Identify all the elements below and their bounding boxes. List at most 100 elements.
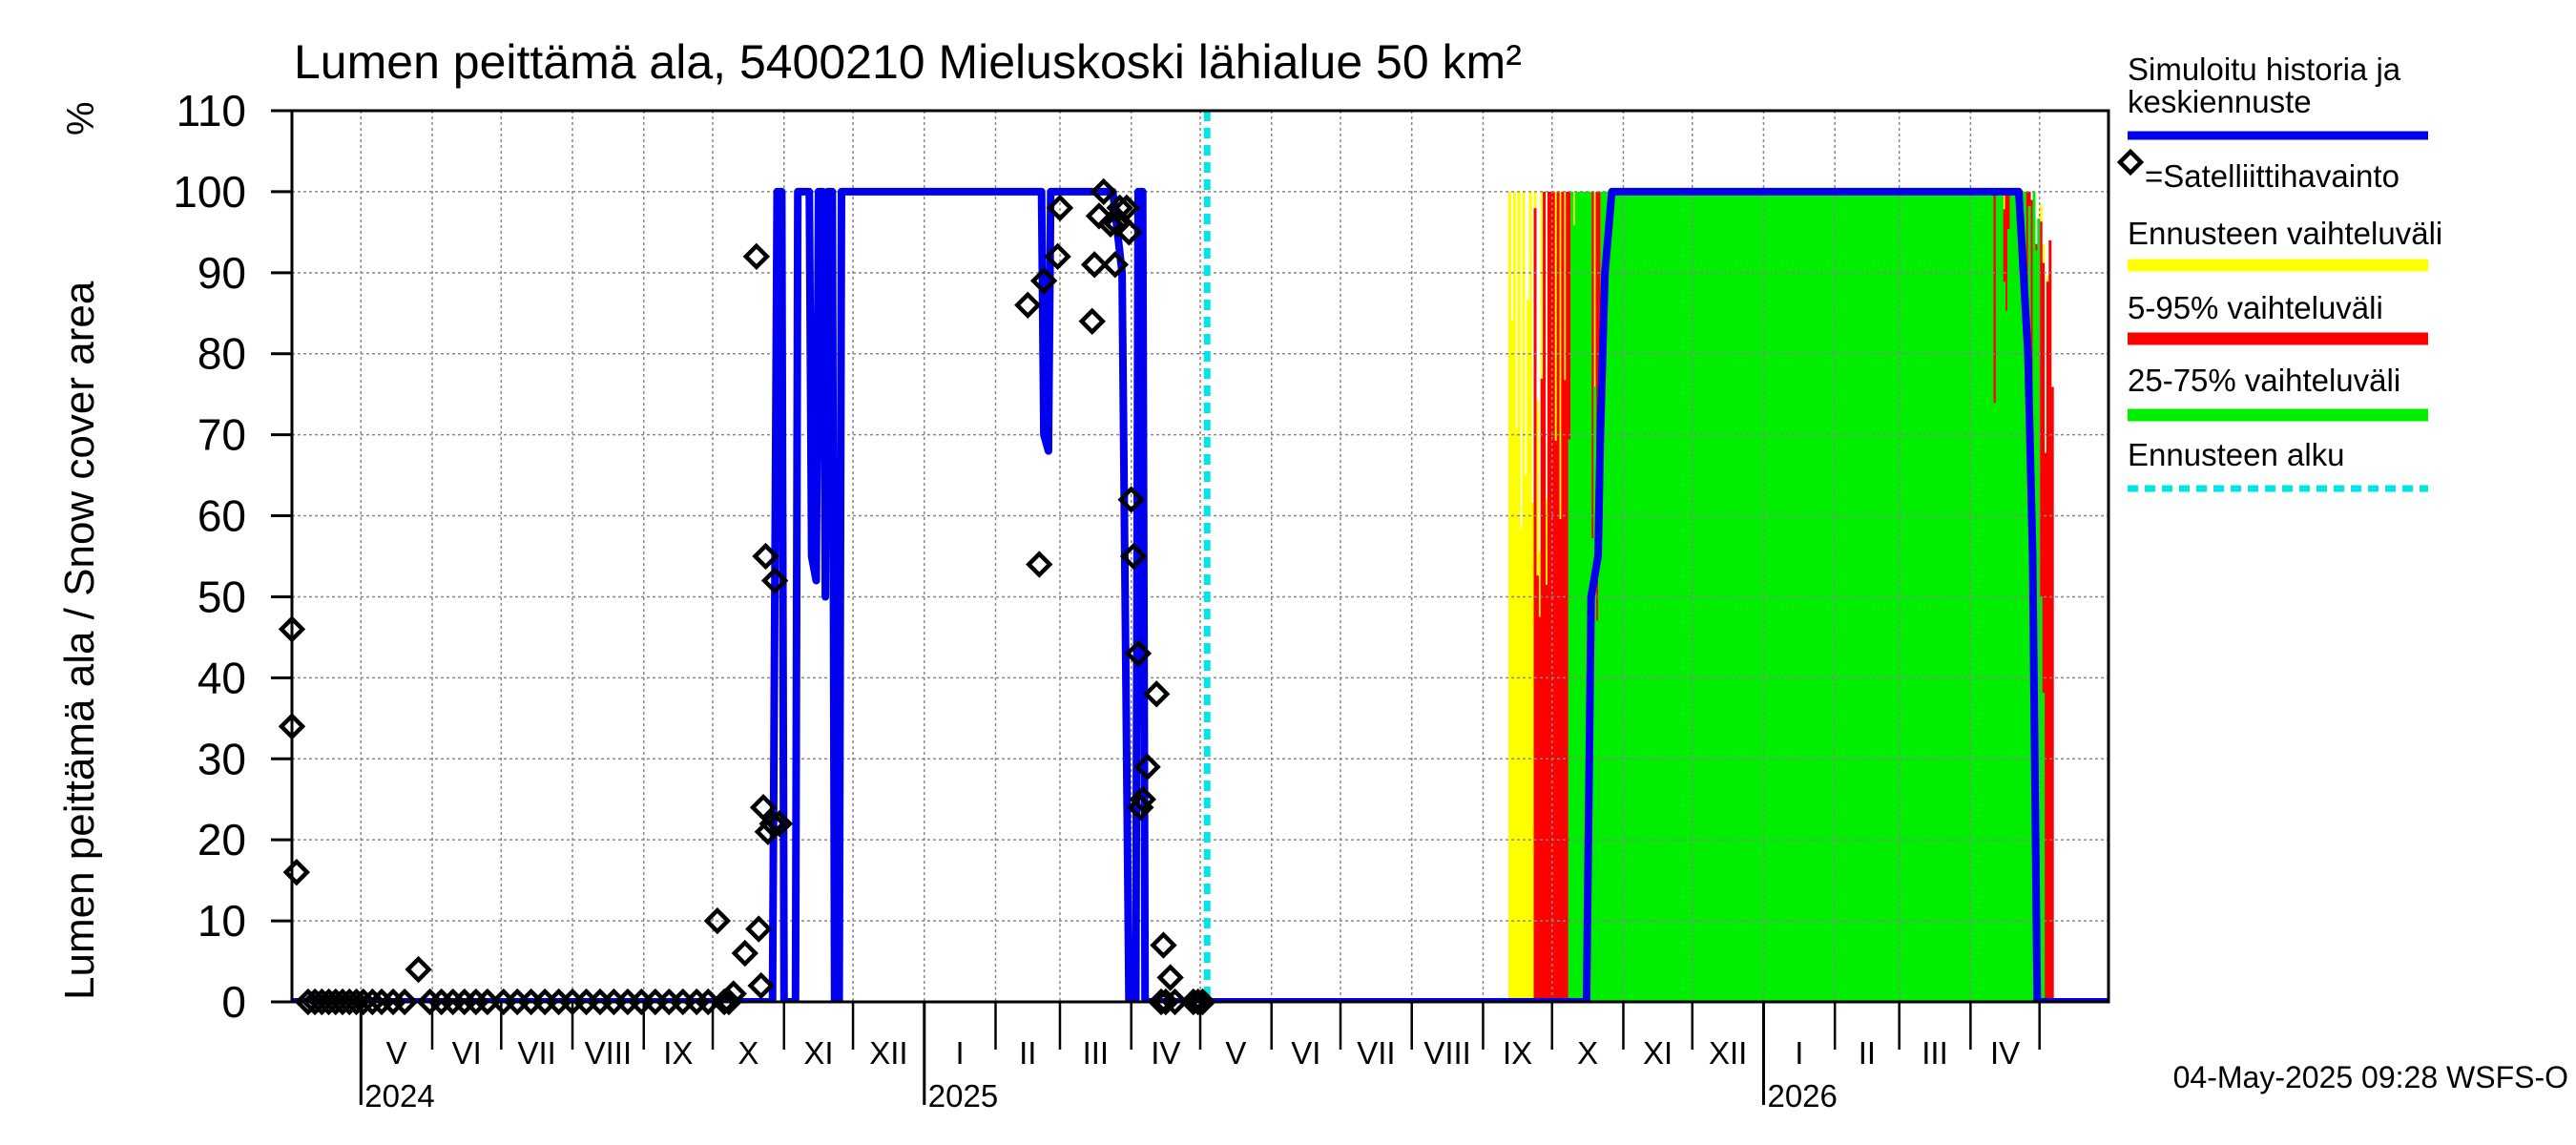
band-strip — [1520, 528, 1523, 1002]
chart-title: Lumen peittämä ala, 5400210 Mieluskoski … — [294, 35, 1522, 89]
y-axis-unit: % — [60, 101, 102, 135]
observation-point — [1101, 251, 1130, 279]
band-strip — [1515, 428, 1519, 1002]
band-strip — [1535, 575, 1539, 1002]
observation-point — [1080, 251, 1109, 279]
x-month-label: IX — [1503, 1035, 1532, 1071]
x-year-label: 2025 — [928, 1078, 998, 1114]
x-year-label: 2024 — [364, 1078, 434, 1114]
observation-point — [1090, 177, 1117, 206]
legend-label-observation: =Satelliittihavainto — [2145, 158, 2399, 194]
band-strip — [2011, 191, 2015, 1002]
x-month-label: I — [1795, 1035, 1803, 1071]
observation-point — [747, 971, 775, 1000]
observation-point — [1129, 785, 1156, 813]
observation-point — [752, 542, 779, 571]
band-strip — [2025, 286, 2029, 1002]
band-strip — [1527, 299, 1530, 1002]
band-strip — [2007, 229, 2010, 1002]
x-month-label: VIII — [1423, 1035, 1471, 1071]
observation-point — [282, 858, 311, 886]
x-month-label: IV — [1151, 1035, 1180, 1071]
band-strip — [2016, 199, 2020, 1002]
band-strip — [1543, 191, 1547, 1002]
band-strip — [1524, 474, 1527, 1002]
observation-point — [760, 567, 789, 594]
observation-point — [1014, 291, 1042, 319]
median-series-line — [292, 187, 2109, 1002]
x-month-label: VIII — [585, 1035, 633, 1071]
observation-point — [715, 988, 743, 1016]
band-strip — [2046, 281, 2049, 1002]
band-strip — [2039, 595, 2043, 1002]
observation-point — [745, 915, 773, 943]
x-month-label: VI — [1291, 1035, 1320, 1071]
band-plateau — [1600, 191, 1994, 1002]
x-month-label: X — [737, 1035, 758, 1071]
band-strip — [1566, 191, 1569, 1002]
observation-point — [349, 988, 377, 1016]
band-strip — [1570, 191, 1573, 1002]
band-strip — [1545, 584, 1548, 1002]
y-tick-label: 60 — [197, 491, 246, 541]
observation-point — [1026, 551, 1053, 578]
y-tick-label: 0 — [221, 977, 246, 1027]
observation-point — [749, 794, 778, 822]
band-strip — [1510, 321, 1514, 1002]
x-month-label: II — [1859, 1035, 1876, 1071]
band-strip — [1593, 385, 1597, 1002]
observation-point — [1096, 210, 1125, 239]
y-tick-label: 80 — [197, 329, 246, 379]
y-tick-label: 100 — [173, 167, 246, 217]
observation-point — [1189, 988, 1216, 1016]
x-month-label: II — [1019, 1035, 1036, 1071]
observation-point — [1124, 639, 1153, 668]
band-strip — [1549, 191, 1553, 1002]
y-tick-label: 30 — [197, 734, 246, 783]
observation-point — [742, 242, 771, 271]
band-strip — [2050, 386, 2054, 1002]
y-tick-label: 70 — [197, 410, 246, 460]
observations-layer — [278, 177, 1216, 1016]
y-tick-label: 90 — [197, 248, 246, 298]
x-month-label: III — [1083, 1035, 1110, 1071]
observation-point — [1115, 219, 1143, 246]
legend-label-median-line1: Simuloitu historia ja — [2128, 52, 2401, 87]
observation-point — [719, 980, 747, 1008]
legend-label-band: Ennusteen vaihteluväli — [2128, 216, 2442, 251]
observation-point — [1150, 931, 1177, 959]
x-month-label: VI — [452, 1035, 482, 1071]
band-strip — [2037, 219, 2041, 1002]
band-strip — [1508, 191, 1511, 1002]
x-month-label: V — [386, 1035, 407, 1071]
observation-point — [405, 955, 432, 984]
x-year-label: 2026 — [1767, 1078, 1837, 1114]
legend-label-forecast-start: Ennusteen alku — [2128, 437, 2345, 472]
y-tick-label: 10 — [197, 896, 246, 946]
observation-point — [731, 939, 758, 968]
observation-point — [1104, 210, 1132, 239]
band-strip — [1582, 191, 1586, 1002]
observation-point — [390, 988, 419, 1016]
band-strip — [1572, 225, 1576, 1002]
band-strip — [1993, 403, 1997, 1002]
band-strip — [1540, 378, 1544, 1002]
observation-point — [359, 988, 386, 1016]
band-strip — [1538, 616, 1542, 1002]
legend-label-band: 5-95% vaihteluväli — [2128, 290, 2383, 325]
observation-point — [1184, 988, 1212, 1016]
observation-point — [1119, 542, 1148, 571]
x-month-label: XI — [1643, 1035, 1672, 1071]
x-month-label: I — [956, 1035, 965, 1071]
x-month-label: V — [1225, 1035, 1246, 1071]
band-strip — [1563, 380, 1567, 1002]
observation-point — [1044, 242, 1071, 271]
band-strip — [2048, 239, 2052, 1002]
band-strip — [1531, 502, 1535, 1002]
observation-point — [1112, 194, 1141, 222]
y-axis-label: Lumen peittämä ala / Snow cover area — [56, 281, 103, 1000]
